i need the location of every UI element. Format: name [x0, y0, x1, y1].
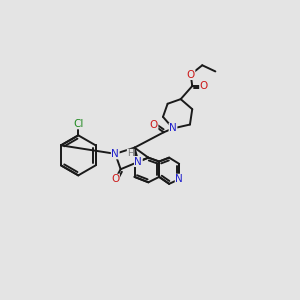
Text: O: O: [150, 120, 158, 130]
Text: N: N: [134, 157, 142, 166]
Text: O: O: [200, 81, 208, 91]
Text: N: N: [169, 123, 177, 134]
Text: N: N: [175, 174, 183, 184]
Text: Cl: Cl: [73, 119, 83, 129]
Text: O: O: [187, 70, 195, 80]
Text: O: O: [111, 174, 119, 184]
Text: N: N: [111, 149, 119, 159]
Text: H: H: [127, 149, 134, 158]
